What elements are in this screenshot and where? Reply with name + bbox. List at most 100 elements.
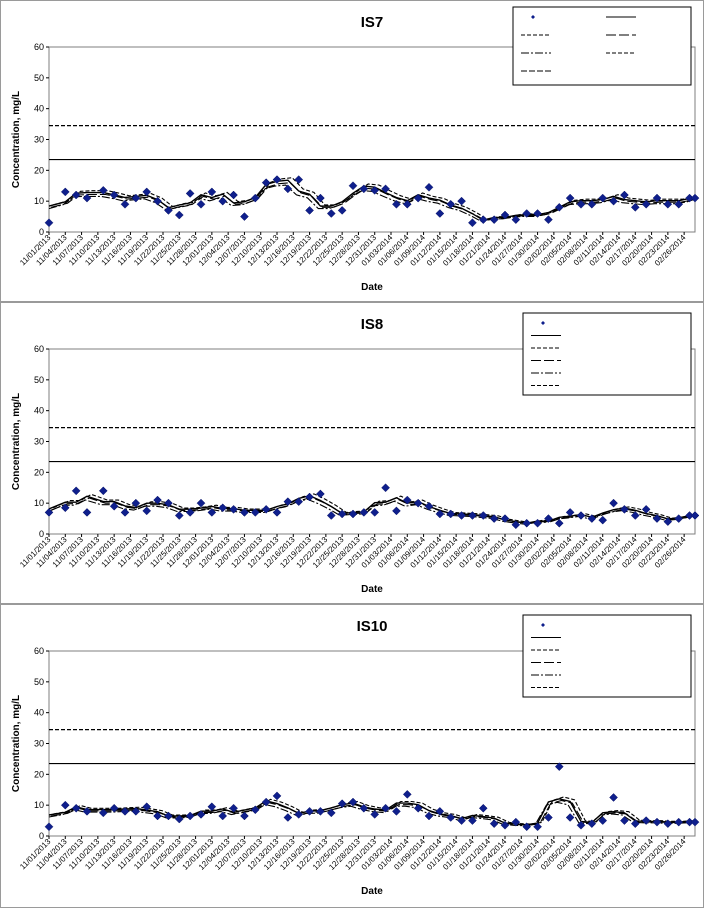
legend-marker — [541, 321, 545, 325]
data-point — [240, 508, 249, 517]
data-point — [522, 518, 532, 528]
data-point — [392, 806, 401, 816]
data-point — [609, 196, 618, 206]
data-point — [294, 810, 304, 819]
legend-marker — [531, 15, 535, 19]
chart-panel-is8: IS8 0 10 20 30 40 50 60 11/01/2013 11/04/2013 11/0… — [0, 302, 704, 604]
data-point — [218, 196, 228, 206]
y-tick-label: 40 — [34, 104, 44, 114]
data-point — [446, 199, 456, 209]
data-point — [402, 790, 412, 799]
y-tick-label: 60 — [34, 344, 44, 354]
chart-panel-is10: IS10 0 10 20 30 40 50 60 11/01/2013 11/04/2013 11/… — [0, 604, 704, 908]
data-point — [196, 498, 206, 508]
data-point — [82, 508, 92, 517]
data-point — [98, 808, 108, 818]
data-point — [489, 514, 499, 523]
data-point — [44, 218, 54, 228]
data-point — [511, 817, 521, 827]
chart-svg: IS8010203040506011/01/201311/04/201311/0… — [11, 312, 700, 595]
data-point — [674, 514, 684, 523]
data-point — [174, 814, 184, 824]
y-tick-label: 30 — [34, 135, 44, 145]
data-point — [196, 199, 206, 209]
y-tick-label: 0 — [39, 529, 44, 539]
y-tick-label: 60 — [34, 646, 44, 656]
data-point — [98, 486, 108, 496]
data-point — [478, 803, 488, 813]
data-point — [674, 199, 684, 209]
data-point — [522, 209, 532, 218]
data-point — [413, 193, 423, 203]
y-tick-label: 30 — [34, 739, 44, 749]
data-point — [316, 489, 325, 499]
y-tick-label: 30 — [34, 437, 44, 447]
data-point — [185, 508, 195, 517]
data-point — [554, 518, 564, 528]
data-point — [71, 486, 81, 496]
data-point — [120, 199, 130, 209]
data-point — [229, 190, 238, 200]
data-point — [207, 187, 217, 197]
data-point — [207, 508, 217, 517]
data-point — [305, 806, 314, 816]
data-point — [468, 816, 477, 825]
y-tick-label: 0 — [39, 227, 44, 237]
data-point — [229, 504, 238, 514]
data-point — [435, 806, 445, 816]
data-point — [446, 509, 456, 519]
data-point — [272, 508, 282, 517]
data-point — [533, 518, 542, 528]
data-point — [283, 497, 293, 506]
data-point — [337, 206, 347, 215]
x-axis-label: Date — [361, 886, 383, 897]
data-point — [690, 511, 700, 520]
chart-svg: IS10010203040506011/01/201311/04/201311/… — [11, 614, 700, 897]
data-point — [435, 209, 445, 218]
data-point — [153, 811, 162, 821]
data-point — [142, 187, 152, 197]
data-point — [337, 799, 347, 808]
data-point — [174, 210, 184, 220]
data-point — [402, 199, 412, 209]
data-point — [82, 193, 92, 203]
data-point — [153, 196, 162, 206]
data-point — [326, 209, 336, 218]
data-point — [674, 817, 684, 827]
data-point — [630, 819, 640, 829]
series-line — [48, 179, 696, 221]
data-point — [544, 514, 553, 523]
data-point — [316, 193, 325, 203]
y-tick-label: 60 — [34, 42, 44, 52]
y-axis-label: Concentration, mg/L — [11, 91, 22, 188]
data-point — [381, 184, 390, 194]
data-point — [60, 503, 70, 513]
data-point — [533, 822, 542, 832]
data-point — [587, 514, 597, 523]
data-point — [109, 190, 119, 200]
data-point — [565, 508, 575, 517]
data-point — [402, 495, 412, 505]
data-point — [587, 199, 597, 209]
data-point — [489, 819, 499, 829]
x-axis-label: Date — [361, 584, 383, 595]
data-point — [609, 498, 618, 508]
y-tick-label: 10 — [34, 498, 44, 508]
chart-title: IS10 — [357, 618, 388, 635]
data-point — [652, 193, 662, 203]
data-point — [576, 511, 586, 520]
series-line — [53, 493, 696, 524]
legend-marker — [541, 623, 545, 627]
data-point — [457, 196, 466, 206]
data-point — [620, 504, 629, 514]
y-tick-label: 40 — [34, 406, 44, 416]
data-point — [229, 803, 238, 813]
data-point — [652, 514, 662, 523]
y-tick-label: 20 — [34, 769, 44, 779]
data-point — [272, 791, 282, 801]
data-point — [71, 190, 81, 200]
data-point — [109, 803, 119, 813]
data-point — [413, 498, 423, 508]
data-point — [620, 190, 629, 200]
legend-box — [522, 614, 692, 698]
